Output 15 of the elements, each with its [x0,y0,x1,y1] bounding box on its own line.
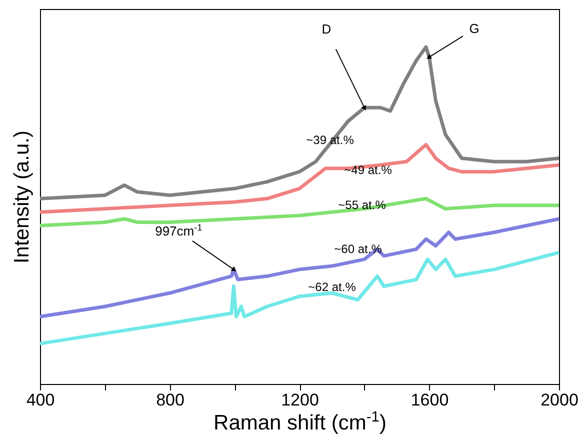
y-axis-title: Intensity (a.u.) [10,130,34,264]
series-label: ~49 at.% [344,163,392,177]
series-label: ~55 at.% [338,198,386,212]
x-tick-label: 1200 [281,390,319,410]
annotation: G [469,21,480,36]
x-tick-label: 2000 [540,390,578,410]
x-tick-label: 800 [156,390,184,410]
series-label: ~39 at.% [306,133,354,147]
x-tick-label: 400 [26,390,55,410]
annotation: 997cm$^{-1}$ [155,222,202,238]
annotation: D [322,22,332,37]
series-label: ~62 at.% [308,280,356,294]
x-tick-label: 1600 [410,390,449,410]
series-label: ~60 at.% [334,242,382,256]
x-axis-title: Raman shift (cm$^{-1}$) [214,410,386,434]
